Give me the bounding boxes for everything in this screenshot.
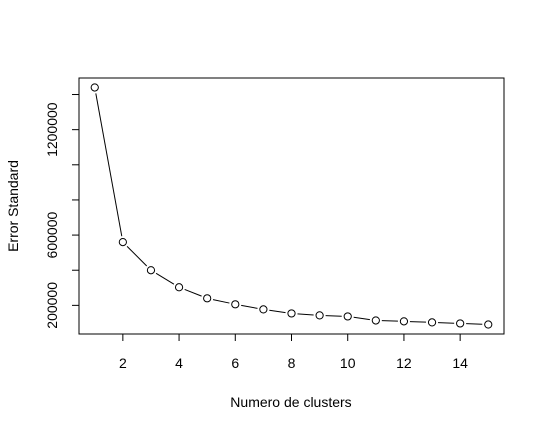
plot-box <box>78 77 505 335</box>
point <box>315 311 324 320</box>
line-segment <box>212 299 230 304</box>
x-tick-label: 4 <box>175 355 183 371</box>
point <box>399 317 409 326</box>
x-tick-label: 6 <box>231 355 239 371</box>
point <box>174 283 184 292</box>
line-segment <box>95 93 123 237</box>
line-segment <box>126 245 148 267</box>
point <box>118 238 127 247</box>
x-axis-label: Numero de clusters <box>230 394 351 410</box>
line-segment <box>269 309 286 314</box>
point <box>371 316 380 325</box>
point <box>484 320 493 329</box>
line-segment <box>297 313 314 316</box>
point <box>456 319 465 328</box>
x-tick-label: 8 <box>288 355 296 371</box>
point <box>146 266 156 275</box>
point <box>343 312 352 321</box>
line-segment <box>155 272 175 285</box>
y-axis-label: Error Standard <box>5 160 21 252</box>
x-tick-label: 10 <box>340 355 356 371</box>
x-tick-label: 12 <box>396 355 412 371</box>
point <box>287 309 296 318</box>
point <box>203 294 212 303</box>
x-tick-label: 14 <box>452 355 468 371</box>
line-segment <box>381 320 398 322</box>
point <box>427 318 437 327</box>
line-segment <box>353 316 370 321</box>
line-segment <box>466 323 483 325</box>
point <box>259 305 268 314</box>
line-segment <box>438 322 455 324</box>
line-segment <box>184 288 202 297</box>
y-tick-label: 200000 <box>44 282 60 329</box>
point <box>231 300 240 309</box>
line-segment <box>241 304 258 309</box>
line-segment <box>409 321 427 323</box>
point <box>90 83 99 92</box>
y-tick-label: 1200000 <box>44 102 60 157</box>
y-tick-label: 600000 <box>44 212 60 259</box>
x-tick-label: 2 <box>119 355 127 371</box>
line-segment <box>325 315 342 317</box>
